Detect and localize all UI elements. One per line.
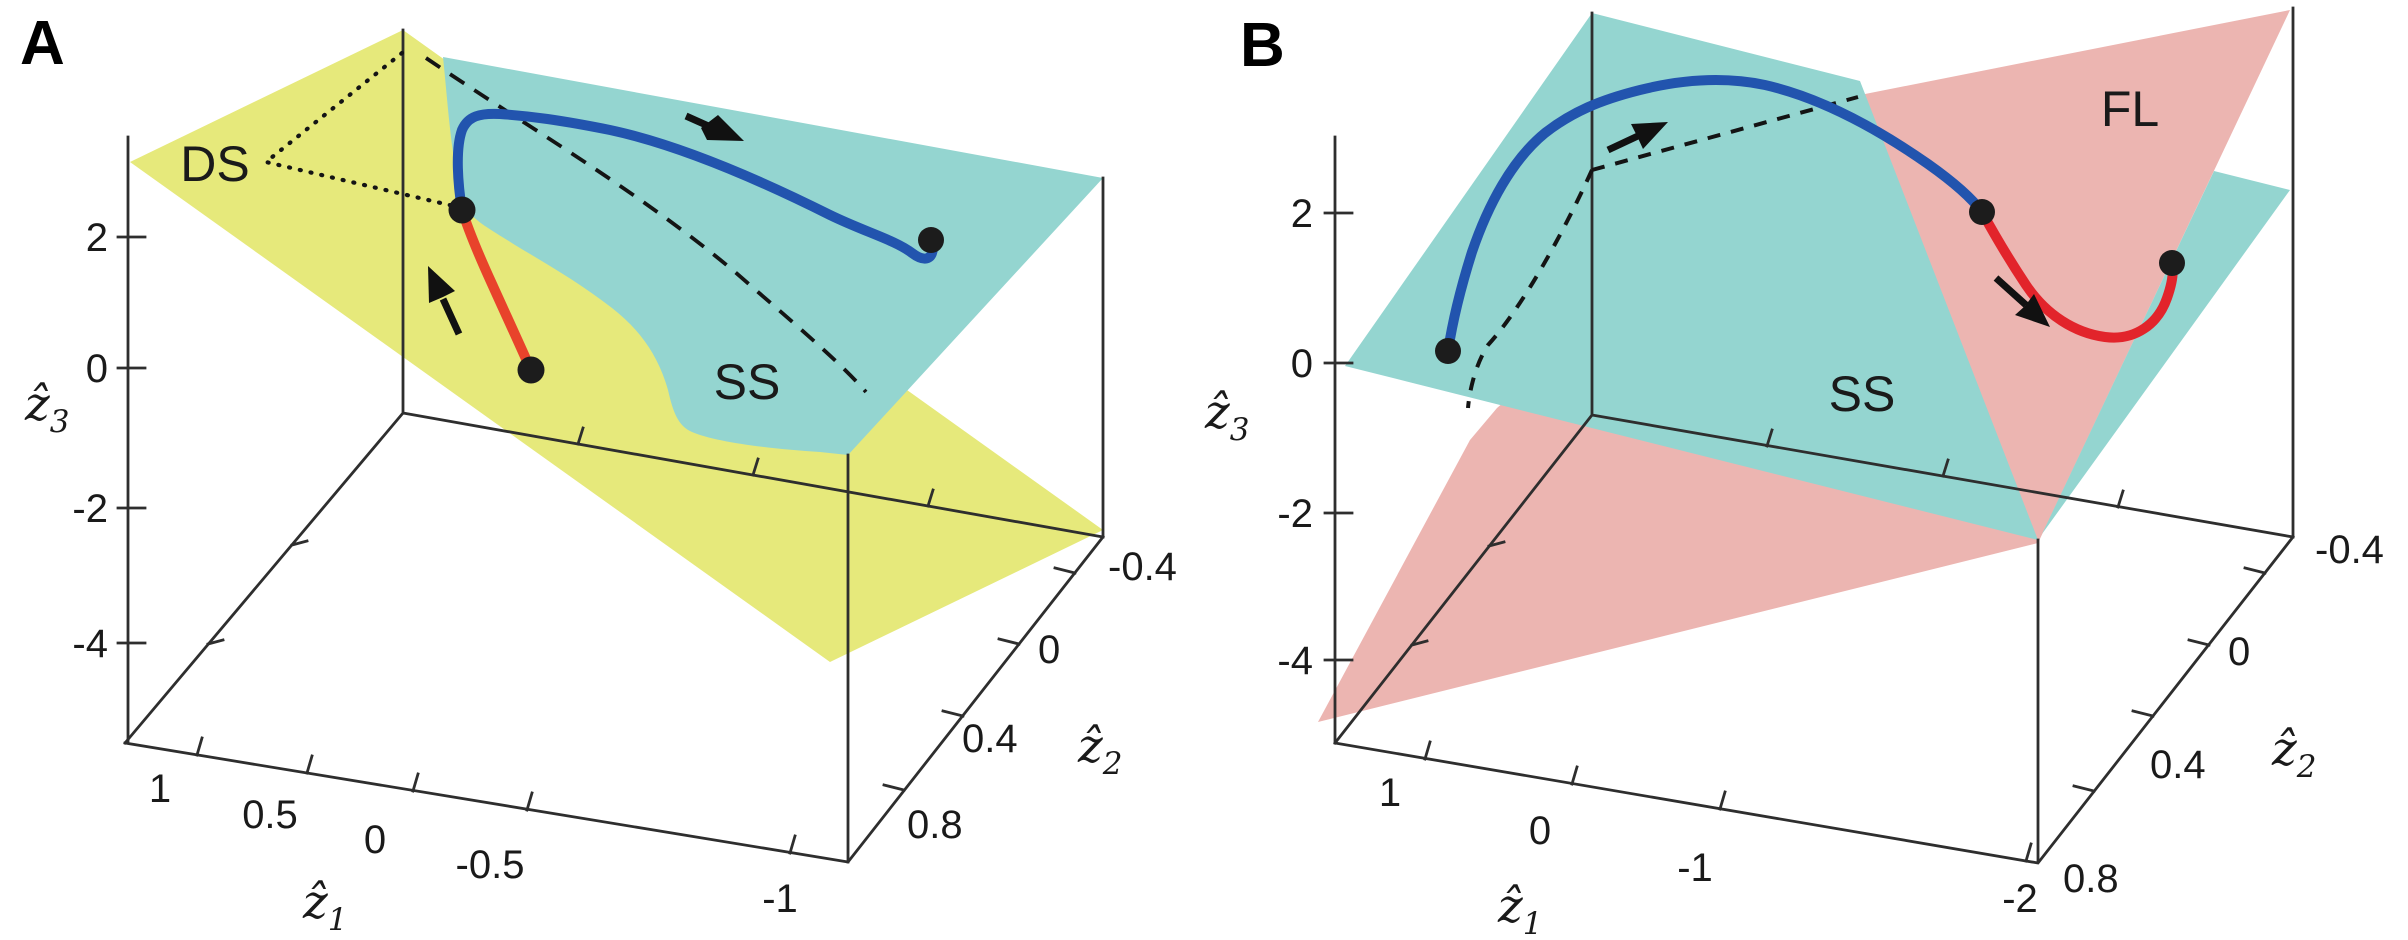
z2-tick-label: 0.8 [2063, 857, 2119, 901]
z3-tick-label: 2 [1291, 192, 1313, 236]
z1-tick-label: 1 [1379, 771, 1401, 815]
z3-tick-label: -4 [72, 622, 108, 666]
flow-arrow-right-a [684, 112, 744, 141]
start-point-dot-a [517, 356, 545, 384]
ss-plane-cyan-front [1345, 13, 2038, 540]
trajectory-blue-a [452, 108, 938, 264]
z3-axis-ticks [116, 235, 147, 645]
back-edge-ticks [206, 426, 935, 646]
start-point-dot-b [1435, 338, 1461, 364]
z1-axis-ticks-b [1423, 740, 2033, 863]
z3-tick-label: 0 [86, 347, 108, 391]
z3-tick-label: -4 [1277, 639, 1313, 683]
z2-axis-ticks [882, 566, 1077, 792]
z1-tick-label: 0 [364, 818, 386, 862]
z2-tick-label: 0 [2228, 630, 2250, 674]
z1-tick-label: 0 [1529, 809, 1551, 853]
end-point-dot-a [918, 227, 944, 253]
z2-tick-label: -0.4 [2315, 528, 2384, 572]
flow-arrow-down-right-b [1993, 275, 2050, 327]
z1-tick-label: -0.5 [456, 843, 525, 887]
z2-axis-ticks-b [2072, 566, 2267, 793]
ss-region-cyan [443, 57, 1103, 455]
z1-tick-label: -2 [2002, 877, 2038, 921]
z3-tick-label: -2 [72, 487, 108, 531]
z3-tick-label: 0 [1291, 342, 1313, 386]
trajectory-red-b [1977, 207, 2178, 343]
trajectory-blue-b [1443, 75, 1987, 356]
z2-axis-label-b: ẑ2 [2271, 722, 2317, 785]
region-label-ss-a: SS [714, 354, 781, 410]
region-label-ss-b: SS [1829, 366, 1896, 422]
switch-point-dot-b [1969, 199, 1995, 225]
z3-tick-label: -2 [1277, 492, 1313, 536]
flow-arrow-up-a [428, 266, 463, 336]
region-label-ds: DS [180, 136, 249, 192]
panel-b: B FL SS 2 0 -2 -4 1 0 -1 -2 -0.4 0 0.4 0… [1204, 6, 2384, 940]
z2-tick-label: -0.4 [1108, 545, 1177, 589]
z3-tick-label: 2 [86, 216, 108, 260]
flow-arrow-up-right-b [1606, 122, 1668, 154]
panel-letter-a: A [20, 9, 65, 78]
z2-tick-label: 0.8 [907, 803, 963, 847]
panel-a: A DS SS 2 0 -2 -4 1 0.5 0 -0.5 -1 -0.4 0… [20, 9, 1177, 938]
region-label-fl: FL [2101, 81, 2159, 137]
back-edge-ticks-b [1410, 428, 2125, 647]
z1-tick-label: -1 [1677, 846, 1713, 890]
z3-axis-label-a: ẑ3 [24, 377, 70, 440]
switch-point-dot-a [448, 196, 476, 224]
dashed-intersection-line-steep [1466, 169, 1594, 409]
z1-tick-label: -1 [762, 877, 798, 921]
z1-axis-label-a: ẑ1 [302, 875, 348, 938]
trajectory-red-a [457, 205, 535, 373]
z1-tick-label: 1 [149, 767, 171, 811]
panel-letter-b: B [1240, 11, 1285, 80]
z3-axis-ticks-b [1323, 211, 1354, 662]
z1-axis-ticks [195, 736, 797, 855]
z1-tick-label: 0.5 [242, 793, 298, 837]
z2-tick-label: 0.4 [962, 717, 1018, 761]
z1-axis-label-b: ẑ1 [1497, 879, 1543, 940]
ss-plane-cyan-wedge [2042, 171, 2290, 534]
z2-tick-label: 0 [1038, 628, 1060, 672]
z2-tick-label: 0.4 [2150, 743, 2206, 787]
dotted-projection-triangle [261, 50, 461, 210]
z3-axis-label-b: ẑ3 [1204, 385, 1250, 448]
z2-axis-label-a: ẑ2 [1077, 719, 1123, 782]
end-point-dot-b [2159, 250, 2185, 276]
